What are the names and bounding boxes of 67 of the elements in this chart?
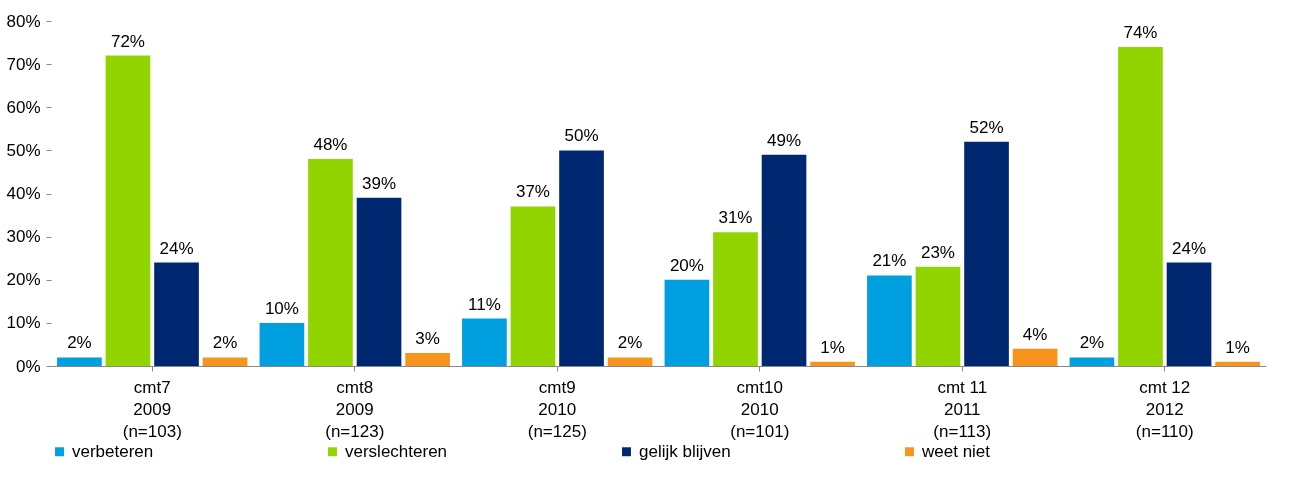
- bar: [202, 357, 248, 366]
- x-tick-label: cmt 11 2011 (n=113): [933, 377, 992, 441]
- y-tick-label: 0%: [15, 356, 41, 376]
- bar: [964, 141, 1009, 366]
- y-tick-label: 40%: [6, 184, 41, 203]
- data-label: 74%: [1123, 22, 1158, 42]
- data-label: 4%: [1022, 324, 1048, 344]
- bar: [105, 55, 151, 366]
- data-label: 1%: [820, 337, 845, 357]
- bar: [607, 357, 653, 366]
- bar: [356, 197, 402, 366]
- bar: [510, 206, 556, 366]
- data-label: 52%: [969, 117, 1004, 137]
- x-tick-label: cmt10 2010 (n=101): [730, 377, 790, 441]
- legend-label: gelijk blijven: [639, 441, 731, 461]
- data-label: 3%: [415, 329, 440, 349]
- bar: [1069, 357, 1115, 366]
- bar: [405, 353, 450, 366]
- y-tick-label: 30%: [6, 227, 41, 247]
- data-label: 49%: [767, 130, 802, 150]
- x-tick-label: cmt9 2010 (n=125): [527, 377, 587, 441]
- data-label: 31%: [718, 208, 753, 228]
- bar: [810, 361, 855, 366]
- bar: [154, 262, 199, 366]
- bar: [462, 318, 507, 366]
- legend-label: weet niet: [921, 441, 991, 461]
- y-tick-label: 70%: [6, 54, 41, 74]
- y-tick-label: 80%: [6, 11, 41, 31]
- y-tick-label: 20%: [6, 270, 41, 290]
- bar: [259, 322, 305, 366]
- data-label: 2%: [1079, 333, 1105, 353]
- legend-label: verbeteren: [72, 441, 154, 461]
- bar: [867, 275, 912, 366]
- y-tick-label: 60%: [6, 97, 41, 117]
- bar: [1118, 46, 1163, 366]
- data-label: 72%: [110, 31, 145, 51]
- data-label: 2%: [212, 333, 238, 353]
- data-label: 10%: [264, 298, 299, 318]
- y-tick-label: 10%: [6, 313, 41, 333]
- bar: [915, 266, 961, 366]
- y-tick-label: 50%: [6, 140, 41, 160]
- data-label: 24%: [159, 238, 194, 258]
- data-label: 21%: [872, 251, 907, 271]
- x-tick-label: cmt7 2009 (n=103): [122, 377, 182, 441]
- data-label: 2%: [617, 333, 643, 353]
- bar: [664, 279, 710, 366]
- x-tick-label: cmt 12 2012 (n=110): [1135, 377, 1194, 441]
- bar: [57, 357, 102, 366]
- data-label: 37%: [515, 182, 550, 202]
- data-label: 1%: [1225, 337, 1250, 357]
- bar: [1012, 348, 1058, 366]
- data-label: 20%: [669, 255, 704, 275]
- bar: [713, 232, 758, 366]
- data-label: 24%: [1172, 238, 1207, 258]
- data-label: 48%: [313, 135, 348, 154]
- bar: [308, 159, 353, 366]
- bar: [761, 154, 807, 366]
- bar: [1166, 262, 1212, 366]
- bar: [559, 150, 604, 366]
- x-tick-label: cmt8 2009 (n=123): [325, 377, 385, 441]
- data-label: 23%: [920, 242, 955, 262]
- data-label: 2%: [67, 333, 92, 353]
- data-label: 11%: [468, 294, 501, 314]
- legend-label: verslechteren: [345, 441, 448, 461]
- data-label: 39%: [362, 173, 397, 193]
- data-label: 50%: [564, 126, 599, 146]
- bar: [1215, 361, 1260, 366]
